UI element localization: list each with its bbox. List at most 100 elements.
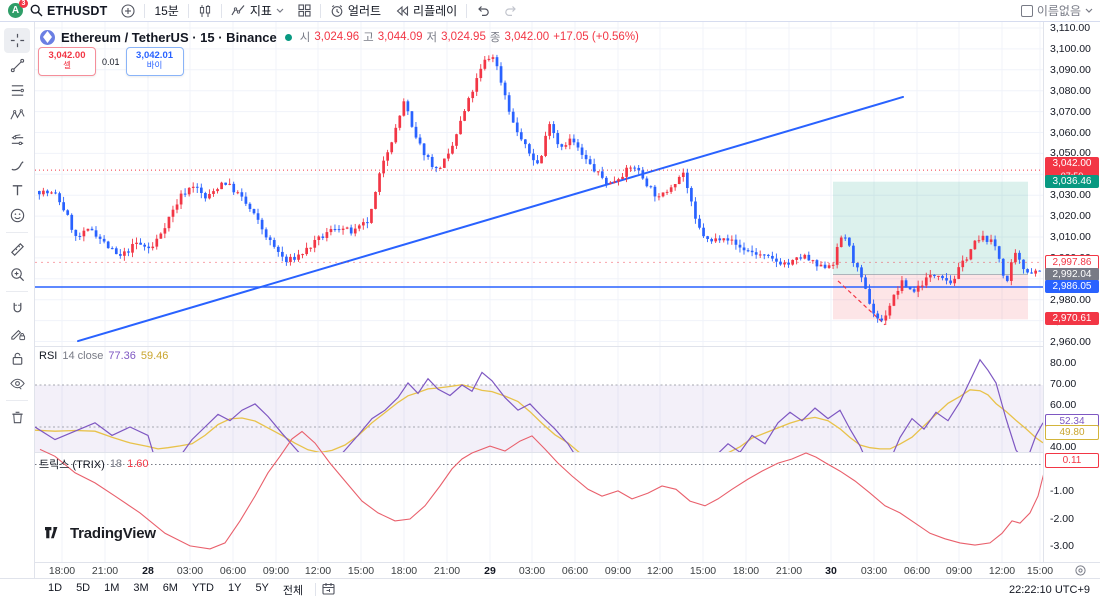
save-layout-button[interactable]: 이름없음 <box>1014 0 1100 22</box>
high-label: 고 <box>363 32 374 44</box>
interval-button[interactable]: 15분 <box>147 0 185 22</box>
time-tick-label: 03:00 <box>176 565 204 577</box>
range-button-1d[interactable]: 1D <box>48 581 63 594</box>
rewind-icon <box>396 5 409 16</box>
price-tick-label: 3,100.00 <box>1050 42 1091 55</box>
time-tick-label: 15:00 <box>689 565 717 577</box>
time-tick-label: 09:00 <box>604 565 632 577</box>
text-icon <box>12 185 22 196</box>
redo-button[interactable] <box>497 0 525 22</box>
go-to-date-button[interactable] <box>322 582 335 598</box>
emoji-tool[interactable] <box>4 203 30 228</box>
symbol-search-button[interactable]: ETHUSDT <box>23 0 114 22</box>
lock-all-tool[interactable] <box>4 346 30 371</box>
indicators-label: 지표 <box>249 4 272 18</box>
xabcd-pattern-icon <box>9 109 25 120</box>
undo-icon <box>478 6 489 16</box>
time-tick-label: 12:00 <box>304 565 332 577</box>
remove-all-tool[interactable] <box>4 405 30 430</box>
zoom-in-tool[interactable] <box>4 262 30 287</box>
fib-retracement-icon <box>11 85 24 96</box>
crosshair-tool[interactable] <box>4 28 30 53</box>
long-position-profit-zone <box>833 181 1028 275</box>
price-chart-pane[interactable] <box>35 22 1043 346</box>
ruler-tool[interactable] <box>4 237 30 262</box>
rsi-value-label: 52.34 <box>1045 414 1099 430</box>
search-icon <box>30 4 43 17</box>
buy-button[interactable]: 3,042.01 바이 <box>125 47 184 76</box>
alarm-clock-icon <box>331 4 343 17</box>
timezone-icon[interactable] <box>1075 565 1086 579</box>
range-button-전체[interactable]: 전체 <box>282 584 304 597</box>
time-tick-label: 21:00 <box>775 565 803 577</box>
undo-button[interactable] <box>469 0 497 22</box>
range-button-1y[interactable]: 1Y <box>227 581 242 594</box>
rsi-tick-label: 40.00 <box>1050 441 1077 453</box>
range-button-5d[interactable]: 5D <box>76 581 91 594</box>
rsi-value: 77.36 <box>108 350 136 362</box>
time-scale[interactable]: 18:00 21:00 28 03:00 06:00 09:00 12:00 15:00 18:… <box>35 562 1100 578</box>
position-tool[interactable] <box>4 128 30 153</box>
price-tick-label: 3,090.00 <box>1050 63 1091 76</box>
trade-buttons: 3,042.00 셀 0.01 3,042.01 바이 <box>38 47 184 76</box>
price-tick-label: 3,020.00 <box>1050 210 1091 223</box>
text-tool[interactable] <box>4 178 30 203</box>
trend-line-tool[interactable] <box>4 53 30 78</box>
indicators-button[interactable]: 지표 <box>224 0 291 22</box>
trix-value: 1.60 <box>127 458 149 470</box>
ethereum-icon <box>40 29 55 45</box>
candlestick-icon <box>199 4 210 17</box>
low-value: 3,024.95 <box>441 31 486 43</box>
close-value: 3,042.00 <box>504 31 550 43</box>
price-tick-label: 3,050.00 <box>1050 147 1091 160</box>
replay-button[interactable]: 리플레이 <box>388 0 464 22</box>
change-value: +17.05 (+0.56%) <box>553 31 639 43</box>
tradingview-logo[interactable]: TradingView <box>45 525 156 542</box>
time-tick-label: 15:00 <box>1026 565 1054 577</box>
trix-pane[interactable]: 트릭스 (TRIX) 18 1.60 <box>35 430 1045 563</box>
avatar-letter: A <box>11 5 20 16</box>
toolbar-separator <box>6 232 28 233</box>
brush-tool[interactable] <box>4 153 30 178</box>
rsi-pane[interactable]: RSI 14 close 77.36 59.46 <box>35 346 1043 452</box>
chart-title[interactable]: Ethereum / TetherUS · 15 · Binance <box>61 29 277 45</box>
alert-button[interactable]: 얼러트 <box>323 0 388 22</box>
replay-label: 리플레이 <box>413 4 458 18</box>
rsi-legend[interactable]: RSI 14 close 77.36 59.46 <box>39 350 168 362</box>
time-tick-label: 06:00 <box>219 565 247 577</box>
candlestick-chart[interactable] <box>35 22 1043 346</box>
price-tick-label: 2,960.00 <box>1050 335 1091 348</box>
drawing-lock-tool[interactable] <box>4 321 30 346</box>
magnet-tool[interactable] <box>4 296 30 321</box>
chart-style-button[interactable] <box>191 0 219 22</box>
plus-circle-icon <box>121 3 135 18</box>
range-button-ytd[interactable]: YTD <box>191 581 214 594</box>
candlestick-series <box>38 54 1042 326</box>
layout-templates-button[interactable] <box>291 0 318 22</box>
fib-retracement-tool[interactable] <box>4 78 30 103</box>
time-tick-label: 12:00 <box>646 565 674 577</box>
user-avatar[interactable]: A 3 <box>8 0 28 18</box>
trix-legend[interactable]: 트릭스 (TRIX) 18 1.60 <box>39 456 148 472</box>
hline-price-label: 2,986.05 <box>1045 280 1099 294</box>
price-scale[interactable]: 2,960.002,970.002,980.002,990.003,000.00… <box>1043 22 1100 578</box>
rsi-tick-label: 60.00 <box>1050 399 1077 411</box>
toolbar-separator <box>220 3 222 18</box>
range-button-5y[interactable]: 5Y <box>255 581 269 594</box>
hide-all-tool[interactable] <box>4 371 30 396</box>
trash-icon <box>11 411 23 424</box>
sell-button[interactable]: 3,042.00 셀 <box>38 47 96 76</box>
trix-chart[interactable] <box>35 430 1045 563</box>
range-button-6m[interactable]: 6M <box>162 581 178 594</box>
clock-utc[interactable]: 22:22:10 UTC+9 <box>1008 583 1090 596</box>
range-button-3m[interactable]: 3M <box>133 581 149 594</box>
trix-name: 트릭스 (TRIX) <box>39 459 105 471</box>
ohlc-values: 시 3,024.96 고 3,044.09 저 3,024.95 종 3,042.00 … <box>300 29 639 45</box>
range-button-1m[interactable]: 1M <box>104 581 120 594</box>
pattern-tool[interactable] <box>4 103 30 128</box>
price-tick-label: 3,070.00 <box>1050 105 1091 118</box>
rsi-chart[interactable] <box>35 347 1043 452</box>
toolbar-separator <box>315 583 317 596</box>
eye-icon <box>9 378 25 390</box>
compare-add-button[interactable] <box>114 0 142 22</box>
